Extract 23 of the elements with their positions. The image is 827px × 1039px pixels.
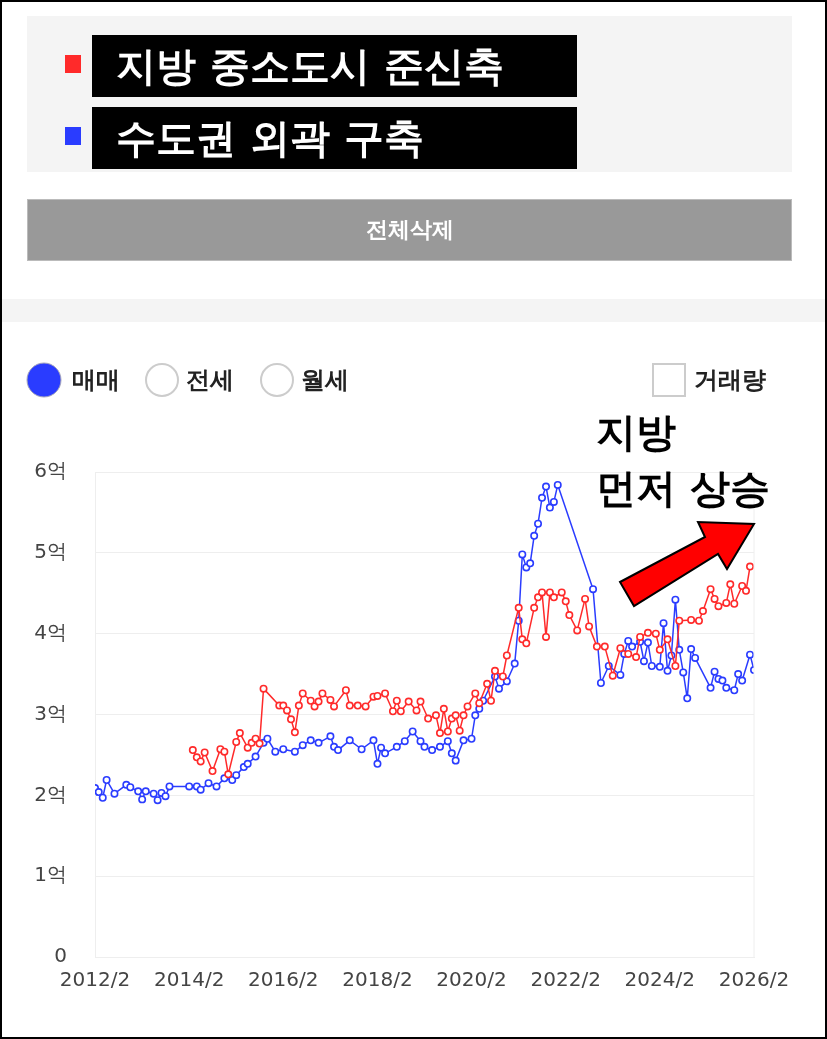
x-tick-label: 2014/2 <box>154 967 225 992</box>
x-tick-label: 2016/2 <box>248 967 319 992</box>
text: 매매 <box>72 365 120 396</box>
y-tick-label: 4억 <box>34 619 67 644</box>
legend-label: 지방 중소도시 준신축 <box>92 35 577 97</box>
text: 월세 <box>301 365 349 396</box>
annotation: 지방 먼저 상승 <box>596 408 770 513</box>
x-tick-label: 2022/2 <box>530 967 601 992</box>
x-tick-label: 2024/2 <box>624 967 695 992</box>
text: 전체삭제 <box>27 199 792 261</box>
y-tick-label: 1억 <box>34 862 67 887</box>
y-tick-label: 0 <box>54 943 67 968</box>
text: 거래량 <box>694 365 766 396</box>
y-tick-label: 5억 <box>34 539 67 564</box>
text: 전세 <box>186 365 234 396</box>
y-tick-label: 2억 <box>34 781 67 806</box>
x-tick-label: 2012/2 <box>59 967 131 992</box>
y-tick-label: 3억 <box>34 700 67 725</box>
x-tick-label: 2026/2 <box>718 967 790 992</box>
legend-label: 수도권 외곽 구축 <box>92 107 577 169</box>
y-tick-label: 6억 <box>34 458 67 483</box>
x-tick-label: 2018/2 <box>342 967 413 992</box>
x-tick-label: 2020/2 <box>436 967 507 992</box>
